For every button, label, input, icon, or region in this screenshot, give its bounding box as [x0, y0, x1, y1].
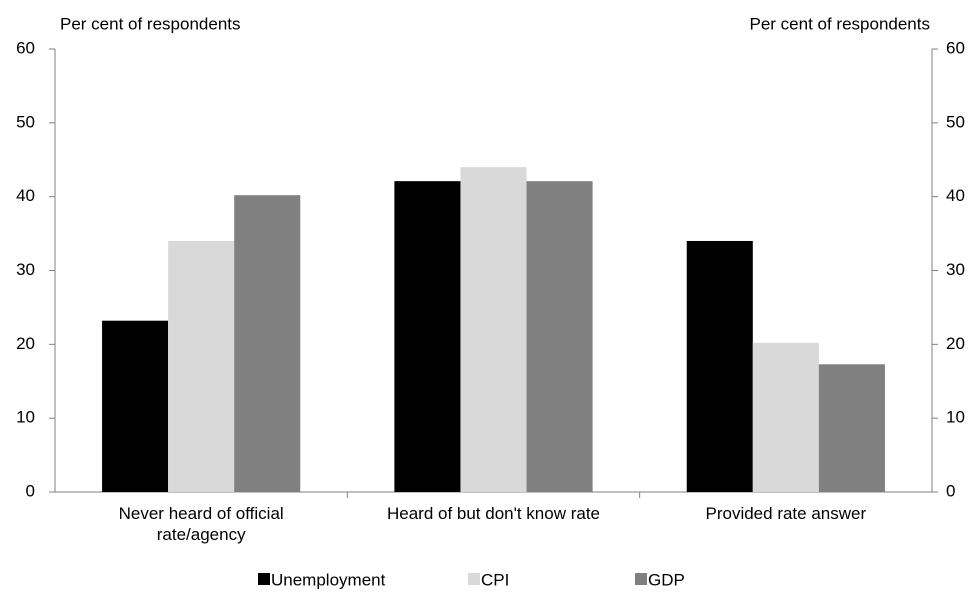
y-tick-label: 30 — [16, 260, 35, 279]
legend-label: CPI — [481, 570, 509, 589]
y2-tick-label: 30 — [946, 260, 965, 279]
bar — [818, 364, 885, 492]
bar — [234, 195, 301, 492]
bar — [526, 181, 593, 492]
x-tick-label: Heard of but don't know rate — [386, 504, 601, 523]
y2-tick-label: 20 — [946, 334, 965, 353]
y-tick-label: 60 — [16, 38, 35, 57]
bar — [102, 320, 169, 492]
legend-swatch — [258, 573, 270, 585]
y-tick-label: 10 — [16, 408, 35, 427]
y2-axis-title: Per cent of respondents — [749, 14, 930, 33]
y2-tick-label: 10 — [946, 408, 965, 427]
bar — [686, 240, 753, 492]
legend-label: GDP — [648, 570, 685, 589]
bar — [752, 342, 819, 492]
y-tick-label: 40 — [16, 186, 35, 205]
y-axis-title: Per cent of respondents — [60, 14, 241, 33]
x-tick-label: Never heard of official rate/agency — [118, 504, 284, 544]
bar — [168, 240, 235, 492]
y-tick-label: 0 — [26, 481, 35, 500]
legend-label: Unemployment — [271, 570, 386, 589]
y-tick-label: 20 — [16, 334, 35, 353]
bar — [460, 167, 527, 492]
y2-tick-label: 50 — [946, 112, 965, 131]
legend-swatch — [468, 573, 480, 585]
y2-tick-label: 40 — [946, 186, 965, 205]
bar — [394, 181, 461, 492]
x-tick-label: Provided rate answer — [705, 504, 867, 523]
y2-tick-label: 60 — [946, 38, 965, 57]
y-tick-label: 50 — [16, 112, 35, 131]
legend-swatch — [635, 573, 647, 585]
y2-tick-label: 0 — [946, 481, 955, 500]
